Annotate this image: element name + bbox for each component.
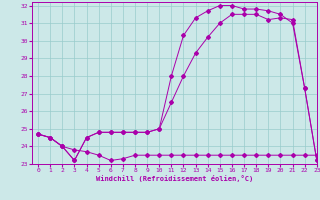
X-axis label: Windchill (Refroidissement éolien,°C): Windchill (Refroidissement éolien,°C) <box>96 175 253 182</box>
